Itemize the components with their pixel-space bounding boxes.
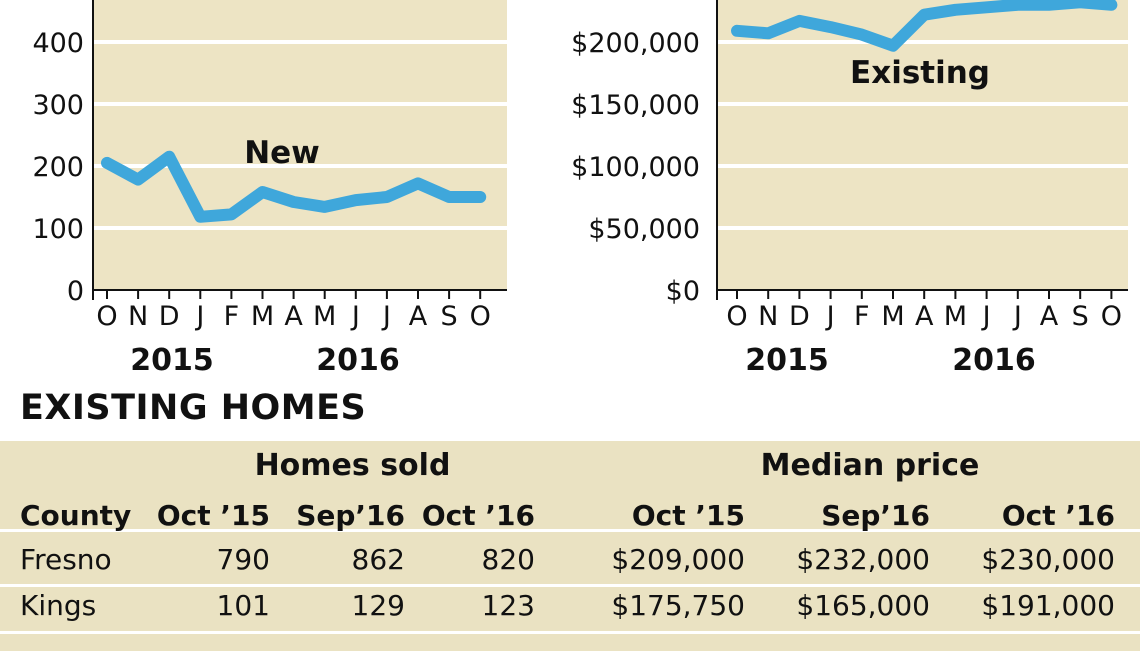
table-cell: $230,000: [930, 543, 1115, 577]
y-tick-label: $150,000: [571, 90, 700, 121]
x-tick-label: M: [313, 301, 336, 332]
x-tick-label: D: [789, 301, 810, 332]
x-tick-label: M: [881, 301, 904, 332]
x-tick-label: F: [854, 301, 870, 332]
y-tick-label: $100,000: [571, 152, 700, 183]
table-cell: $175,750: [560, 589, 745, 623]
column-header: Sep’16: [745, 499, 930, 533]
x-tick-label: D: [159, 301, 180, 332]
x-tick-label: A: [915, 301, 934, 332]
column-header: Oct ’15: [560, 499, 745, 533]
x-tick-label: J: [981, 301, 991, 332]
table-cell: 123: [385, 589, 535, 623]
x-tick-label: N: [758, 301, 778, 332]
table-cell: 101: [120, 589, 270, 623]
section-title: EXISTING HOMES: [20, 388, 366, 428]
x-tick-label: J: [1012, 301, 1022, 332]
y-tick-label: $0: [666, 276, 700, 307]
year-label: 2015: [745, 343, 829, 378]
table-cell-county: Fresno: [20, 543, 112, 577]
x-tick-label: A: [409, 301, 428, 332]
table-cell: $209,000: [560, 543, 745, 577]
x-tick-label: A: [284, 301, 303, 332]
x-tick-label: S: [1072, 301, 1089, 332]
x-tick-label: F: [224, 301, 240, 332]
column-header: Sep’16: [255, 499, 405, 533]
table-cell: 862: [255, 543, 405, 577]
y-tick-label: 100: [32, 214, 84, 245]
table-cell: $191,000: [930, 589, 1115, 623]
column-header: Oct ’16: [930, 499, 1115, 533]
x-tick-label: A: [1040, 301, 1059, 332]
year-label: 2015: [130, 343, 214, 378]
y-tick-label: 400: [32, 28, 84, 59]
year-label: 2016: [316, 343, 400, 378]
table-cell: $165,000: [745, 589, 930, 623]
x-tick-label: O: [726, 301, 747, 332]
x-tick-label: O: [470, 301, 491, 332]
group-header-median-price: Median price: [700, 449, 1040, 483]
x-tick-label: O: [1101, 301, 1122, 332]
existing-homes-table: Homes sold Median price County Oct ’15 S…: [0, 441, 1140, 651]
column-header: Oct ’16: [385, 499, 535, 533]
series-label: Existing: [850, 55, 990, 91]
group-header-homes-sold: Homes sold: [215, 449, 490, 483]
x-tick-label: J: [194, 301, 204, 332]
row-divider: [0, 584, 1140, 587]
series-label: New: [244, 135, 320, 171]
table-cell: 790: [120, 543, 270, 577]
y-tick-label: $200,000: [571, 28, 700, 59]
x-tick-label: N: [128, 301, 148, 332]
y-tick-label: 300: [32, 90, 84, 121]
year-label: 2016: [952, 343, 1036, 378]
x-tick-label: O: [96, 301, 117, 332]
table-cell: $232,000: [745, 543, 930, 577]
y-tick-label: $50,000: [588, 214, 700, 245]
y-tick-label: 0: [67, 276, 84, 307]
table-cell-county: Kings: [20, 589, 96, 623]
column-header: Oct ’15: [120, 499, 270, 533]
column-header-county: County: [20, 499, 131, 533]
y-tick-label: 200: [32, 152, 84, 183]
table-cell: 129: [255, 589, 405, 623]
x-tick-label: J: [381, 301, 391, 332]
x-tick-label: J: [350, 301, 360, 332]
x-tick-label: J: [825, 301, 835, 332]
table-cell: 820: [385, 543, 535, 577]
x-tick-label: M: [944, 301, 967, 332]
row-divider: [0, 631, 1140, 634]
x-tick-label: S: [441, 301, 458, 332]
x-tick-label: M: [251, 301, 274, 332]
